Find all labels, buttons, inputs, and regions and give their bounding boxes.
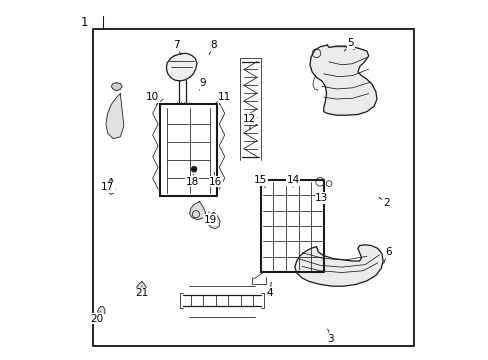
- Text: 2: 2: [378, 197, 389, 208]
- Polygon shape: [98, 307, 104, 315]
- Text: 9: 9: [199, 78, 206, 90]
- Text: 14: 14: [286, 175, 299, 187]
- Polygon shape: [294, 245, 382, 286]
- Text: 4: 4: [266, 282, 272, 298]
- Text: 18: 18: [185, 174, 199, 187]
- Polygon shape: [166, 53, 197, 81]
- Polygon shape: [107, 178, 115, 194]
- Text: 5: 5: [344, 38, 353, 51]
- Text: 13: 13: [314, 193, 328, 203]
- Polygon shape: [207, 212, 220, 229]
- Text: 12: 12: [243, 114, 256, 130]
- Polygon shape: [309, 45, 376, 115]
- Text: 11: 11: [218, 92, 231, 104]
- Text: 17: 17: [101, 179, 114, 192]
- Text: 3: 3: [327, 329, 333, 344]
- Text: 7: 7: [172, 40, 181, 55]
- Text: 15: 15: [254, 175, 267, 188]
- Circle shape: [191, 166, 197, 172]
- Text: 19: 19: [203, 212, 217, 225]
- Text: 8: 8: [209, 40, 217, 55]
- Text: 1: 1: [81, 16, 88, 29]
- Text: 20: 20: [90, 311, 103, 324]
- Bar: [93, 29, 413, 346]
- Text: 21: 21: [135, 286, 148, 298]
- Polygon shape: [136, 282, 146, 293]
- Text: 16: 16: [209, 172, 222, 187]
- Polygon shape: [189, 202, 205, 220]
- Text: 10: 10: [146, 92, 160, 104]
- Text: 6: 6: [383, 247, 391, 263]
- Polygon shape: [106, 94, 123, 139]
- Polygon shape: [111, 83, 122, 91]
